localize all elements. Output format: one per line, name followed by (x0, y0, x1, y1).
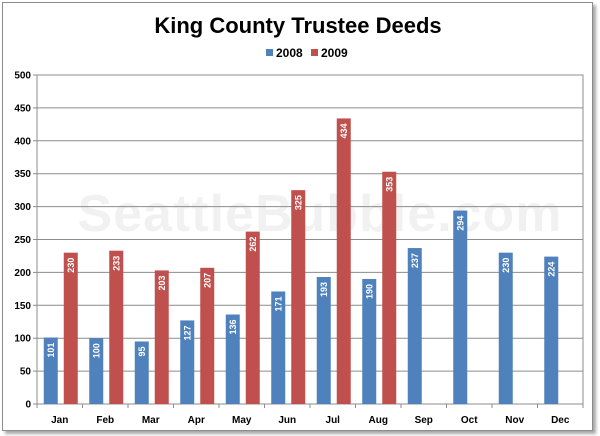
x-tick-label: May (232, 415, 252, 426)
x-tick-label: Nov (505, 415, 524, 426)
bar-2008-jan (43, 337, 58, 404)
bar-2008-sep (407, 248, 422, 404)
chart-frame: King County Trustee Deeds 2008 2009 Seatt… (2, 2, 593, 431)
bar-2009-jul (336, 118, 351, 404)
data-label: 136 (228, 320, 238, 335)
data-label: 230 (501, 258, 511, 273)
data-label: 127 (183, 325, 193, 340)
data-label: 193 (319, 282, 329, 297)
bar-2009-aug (382, 171, 397, 404)
data-label: 100 (92, 343, 102, 358)
data-label: 353 (385, 177, 395, 192)
x-tick-label: Jun (278, 415, 296, 426)
data-label: 434 (339, 123, 349, 138)
y-tick-label: 300 (14, 202, 31, 213)
x-tick-label: Apr (188, 415, 205, 426)
x-tick-label: Dec (551, 415, 570, 426)
bar-2008-dec (544, 256, 559, 404)
bar-2008-feb (89, 338, 104, 404)
y-tick-label: 450 (14, 103, 31, 114)
data-label: 190 (365, 284, 375, 299)
x-tick-label: Jul (326, 415, 341, 426)
bar-2009-mar (154, 270, 169, 404)
bar-2008-oct (453, 210, 468, 404)
bar-2008-may (225, 314, 240, 404)
x-tick-label: Feb (96, 415, 114, 426)
legend-swatch-2009 (311, 49, 318, 56)
bar-2009-may (245, 231, 260, 404)
watermark: SeattleBubble.com (77, 185, 562, 243)
data-label: 233 (112, 256, 122, 271)
bar-2009-jun (291, 190, 306, 404)
legend-label-2008: 2008 (276, 46, 303, 60)
x-tick-label: Aug (369, 415, 388, 426)
data-label: 237 (410, 253, 420, 268)
data-label: 230 (66, 258, 76, 273)
bar-2009-jan (63, 252, 78, 404)
legend-swatch-2008 (266, 49, 273, 56)
data-label: 224 (547, 262, 557, 277)
x-tick-label: Mar (142, 415, 160, 426)
data-label: 95 (137, 346, 147, 356)
bar-2008-mar (134, 341, 149, 404)
y-tick-label: 250 (14, 235, 31, 246)
data-label: 262 (248, 237, 258, 252)
y-tick-label: 0 (25, 400, 31, 411)
y-tick-label: 50 (20, 367, 32, 378)
data-label: 203 (157, 275, 167, 290)
data-label: 294 (456, 216, 466, 231)
y-tick-label: 100 (14, 334, 31, 345)
data-label: 325 (294, 195, 304, 210)
x-tick-label: Jan (51, 415, 68, 426)
chart-svg: King County Trustee Deeds 2008 2009 Seatt… (14, 13, 584, 426)
legend-label-2009: 2009 (321, 46, 348, 60)
plot-area: SeattleBubble.com 0 50 100 150 200 250 300 350 40… (14, 71, 584, 426)
bar-2008-aug (362, 278, 377, 404)
bar-2009-apr (200, 267, 215, 404)
y-tick-label: 500 (14, 71, 31, 82)
data-label: 101 (46, 343, 56, 358)
bar-2008-jul (316, 277, 331, 404)
bar-2009-feb (109, 250, 124, 404)
y-tick-label: 150 (14, 301, 31, 312)
y-tick-label: 350 (14, 169, 31, 180)
bar-2008-nov (498, 252, 513, 404)
y-tick-label: 400 (14, 136, 31, 147)
bar-2008-jun (271, 291, 286, 404)
x-tick-label: Oct (461, 415, 478, 426)
bar-2008-apr (180, 320, 195, 404)
legend: 2008 2009 (266, 46, 348, 60)
y-tick-label: 200 (14, 268, 31, 279)
chart-title: King County Trustee Deeds (154, 13, 441, 38)
data-label: 207 (203, 273, 213, 288)
data-label: 171 (274, 296, 284, 311)
x-tick-label: Sep (415, 415, 433, 426)
